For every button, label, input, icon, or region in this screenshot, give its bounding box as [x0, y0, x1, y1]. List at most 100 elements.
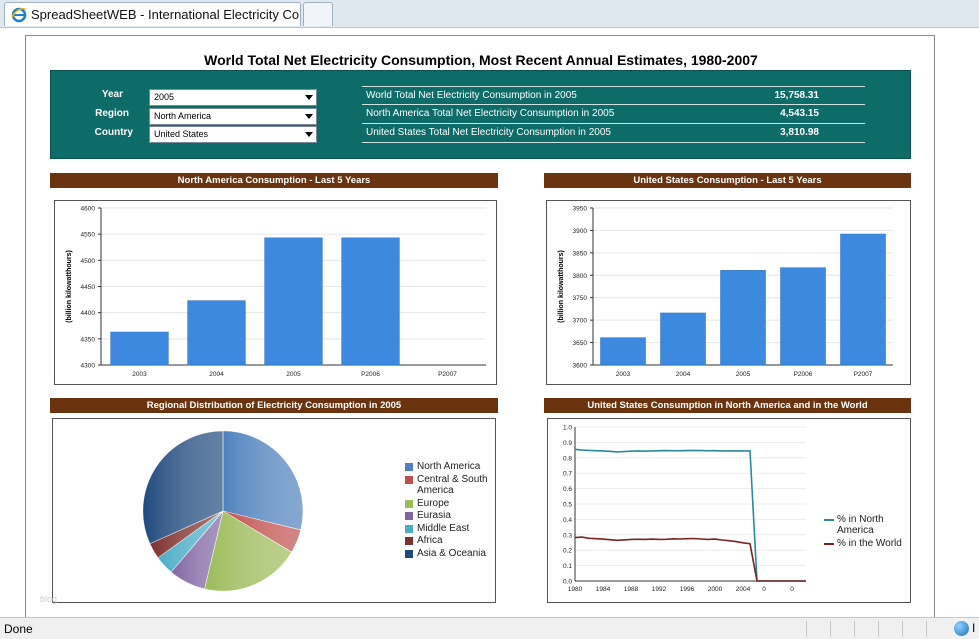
page-viewport: World Total Net Electricity Consumption,…	[0, 29, 979, 617]
country-select[interactable]: United States	[149, 126, 317, 143]
pie-slice-shine	[149, 511, 223, 558]
summary-label: United States Total Net Electricity Cons…	[366, 127, 611, 138]
legend-item: Asia & Oceania	[405, 548, 486, 559]
legend-label: Middle East	[417, 522, 470, 534]
year-label: Year	[101, 89, 123, 100]
y-tick-label: 4400	[81, 310, 96, 317]
legend-item: % in North America	[824, 514, 909, 536]
legend-item: North America	[405, 461, 480, 472]
summary-label: World Total Net Electricity Consumption …	[366, 90, 577, 101]
new-tab-button[interactable]	[303, 2, 333, 26]
dashboard-page: World Total Net Electricity Consumption,…	[25, 35, 935, 617]
status-bar: Done I	[0, 617, 979, 639]
y-tick-label: 0.7	[563, 471, 572, 478]
x-tick-label: 2003	[132, 371, 147, 378]
x-tick-label: 2003	[616, 371, 631, 378]
bar	[780, 267, 826, 366]
y-axis-label: (billion kilowatthours)	[66, 250, 73, 323]
y-tick-label: 0.0	[563, 579, 572, 586]
x-tick-label: P2007	[854, 371, 873, 378]
y-tick-label: 0.2	[563, 548, 572, 555]
bar	[660, 312, 706, 366]
y-tick-label: 0.9	[563, 440, 572, 447]
summary-row-country: United States Total Net Electricity Cons…	[362, 124, 865, 143]
region-label: Region	[95, 108, 129, 119]
bar	[264, 237, 323, 366]
browser-tab-active[interactable]: SpreadSheetWEB - International Electrici…	[4, 2, 301, 26]
y-tick-label: 3600	[573, 363, 588, 370]
x-tick-label: 1996	[680, 586, 695, 593]
status-divider	[902, 621, 903, 637]
legend-label: Europe	[417, 497, 450, 509]
x-tick-label: P2007	[438, 371, 457, 378]
region-select[interactable]: North America	[149, 108, 317, 125]
internet-zone-globe-icon[interactable]	[954, 621, 969, 636]
year-select-value: 2005	[154, 92, 175, 102]
y-tick-label: 0.3	[563, 532, 572, 539]
legend-swatch	[405, 537, 413, 545]
bar	[600, 337, 646, 366]
legend-swatch	[405, 499, 413, 508]
us-bar-chart-panel: 3600 3650 3700 3750 3800 3850 3900 3950 2003 2004…	[546, 200, 911, 385]
bar	[341, 237, 400, 366]
x-tick-label: 2005	[736, 371, 751, 378]
status-divider	[806, 621, 807, 637]
region-pie-chart-header: Regional Distribution of Electricity Con…	[50, 398, 498, 413]
status-divider	[926, 621, 927, 637]
region-pie-chart	[142, 430, 304, 592]
country-select-value: United States	[154, 129, 209, 139]
pie-slice-shine	[171, 511, 223, 589]
pie-slice-shine	[143, 431, 223, 544]
legend-item: Central & South America	[405, 474, 497, 496]
watermark: blog	[40, 594, 58, 604]
browser-tab-title: SpreadSheetWEB - International Electrici…	[31, 7, 301, 22]
legend-label: Africa	[417, 535, 443, 546]
bar	[840, 233, 886, 366]
y-tick-label: 3900	[573, 228, 588, 235]
status-divider	[830, 621, 831, 637]
chevron-down-icon	[305, 114, 313, 119]
summary-row-world: World Total Net Electricity Consumption …	[362, 86, 865, 105]
year-select[interactable]: 2005	[149, 89, 317, 106]
y-tick-label: 4450	[81, 284, 96, 291]
pie-slice-shine	[204, 511, 292, 591]
legend-label: Eurasia	[417, 510, 451, 521]
us-bar-chart: 3600 3650 3700 3750 3800 3850 3900 3950 2003 2004…	[558, 206, 893, 378]
pie-slice-shine	[223, 431, 304, 530]
series-line	[574, 448, 806, 582]
y-tick-label: 4600	[81, 206, 96, 213]
region-pie-chart-panel: North America Central & South America Euro…	[52, 418, 496, 603]
summary-row-region: North America Total Net Electricity Cons…	[362, 105, 865, 124]
x-tick-label: P2006	[361, 371, 380, 378]
y-tick-label: 0.5	[563, 502, 572, 509]
y-tick-label: 3650	[573, 340, 588, 347]
legend-label: % in the World	[837, 538, 902, 549]
y-tick-label: 4550	[81, 232, 96, 239]
chevron-down-icon	[305, 132, 313, 137]
x-tick-label: 2004	[736, 586, 751, 593]
status-text: Done	[4, 622, 33, 636]
bar	[110, 331, 169, 366]
pie-slice-shine	[223, 511, 301, 553]
bar	[187, 300, 246, 366]
y-tick-label: 3850	[573, 250, 588, 257]
legend-item: Middle East	[405, 523, 469, 534]
y-tick-label: 3700	[573, 318, 588, 325]
y-tick-label: 4300	[81, 363, 96, 370]
legend-item: Africa	[405, 535, 443, 546]
legend-swatch	[405, 475, 413, 484]
status-divider	[854, 621, 855, 637]
bar	[720, 270, 766, 366]
legend-swatch	[824, 519, 834, 521]
summary-value: 15,758.31	[774, 90, 820, 101]
y-tick-label: 3800	[573, 273, 588, 280]
legend-item: Europe	[405, 498, 449, 509]
legend-item: Eurasia	[405, 510, 451, 521]
legend-swatch	[405, 549, 413, 558]
country-label: Country	[94, 127, 133, 138]
legend-label: Central & South America	[417, 473, 488, 496]
y-tick-label: 0.1	[563, 563, 572, 570]
y-tick-label: 1.0	[563, 425, 572, 432]
x-tick-label: 0	[790, 586, 794, 593]
series-line	[574, 536, 806, 582]
